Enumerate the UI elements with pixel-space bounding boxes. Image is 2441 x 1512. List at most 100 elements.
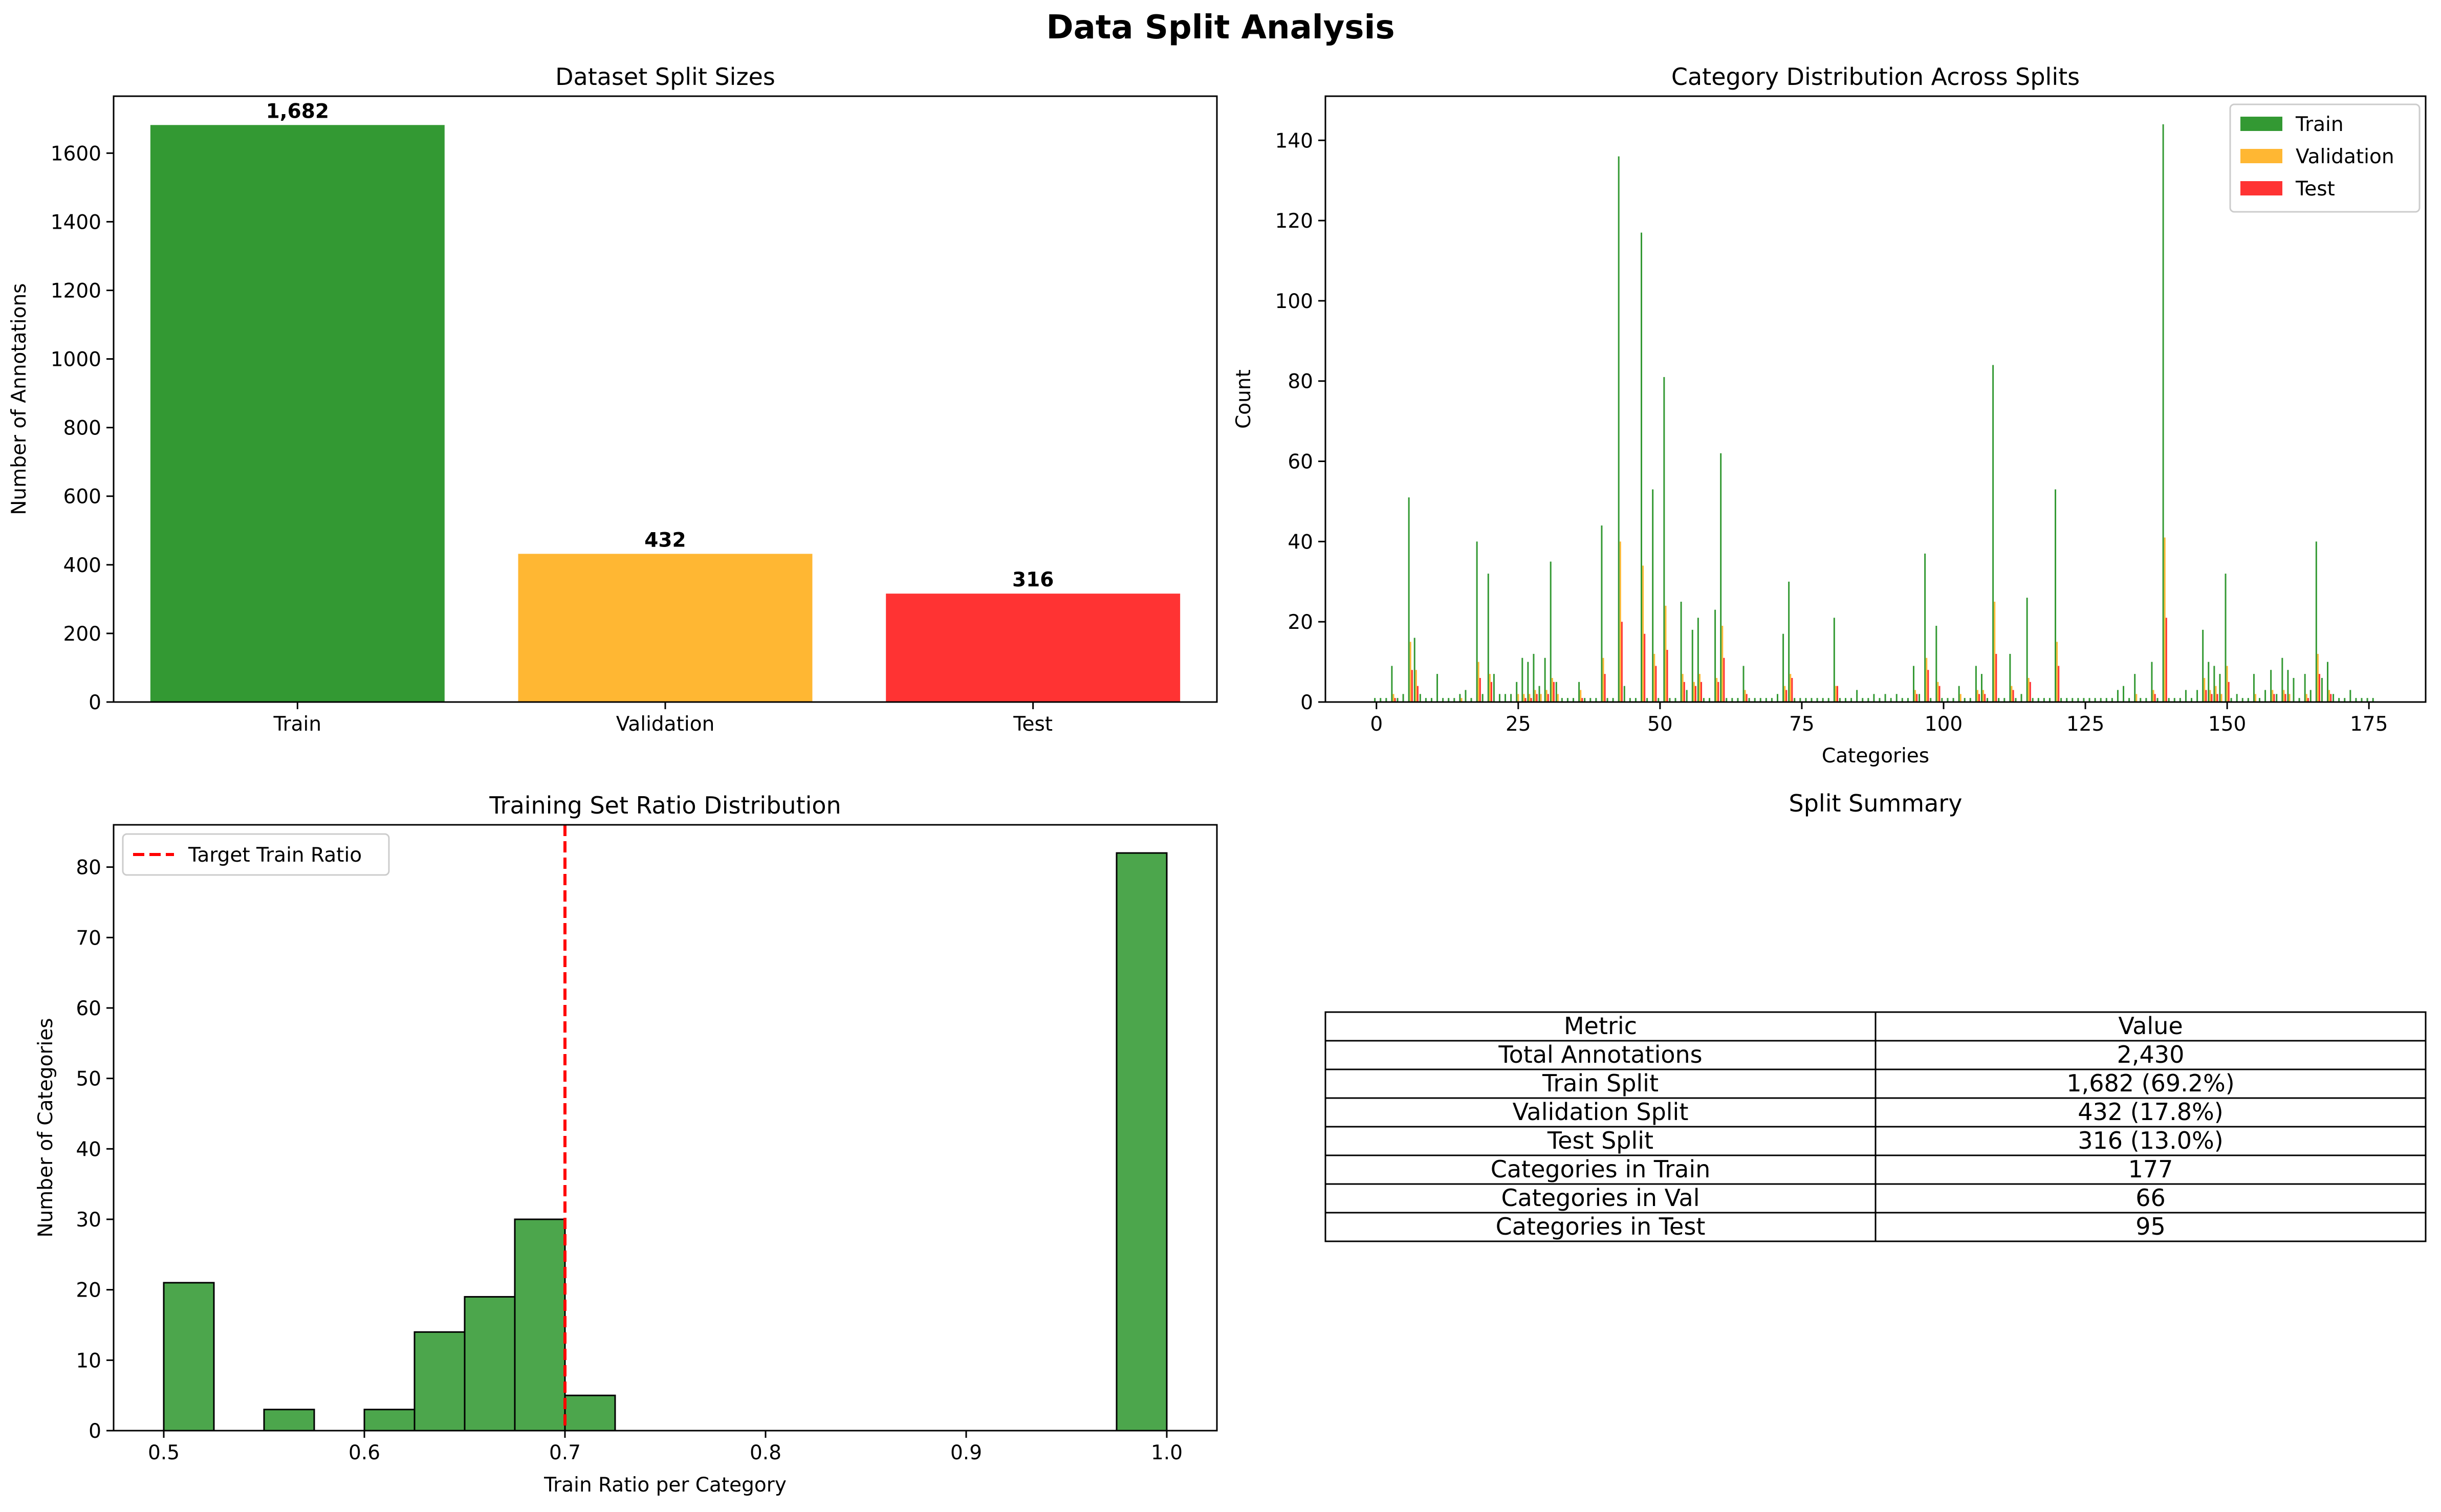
category-bar-train bbox=[1686, 690, 1688, 702]
category-bar-train bbox=[2123, 686, 2125, 702]
category-x-axis-label: Categories bbox=[1822, 744, 1929, 768]
category-y-tick-label: 80 bbox=[1288, 370, 1313, 393]
category-bar-train bbox=[1850, 698, 1852, 702]
category-bar-train bbox=[2151, 662, 2153, 702]
category-bar-train bbox=[2241, 698, 2243, 702]
split-y-tick-label: 400 bbox=[63, 554, 101, 577]
category-bar-train bbox=[1533, 653, 1535, 702]
category-bar-train bbox=[1391, 666, 1393, 702]
category-bar-validation bbox=[1835, 686, 1837, 702]
ratio-y-tick-label: 70 bbox=[76, 927, 101, 950]
category-bar-train bbox=[2140, 698, 2142, 702]
split-y-tick-label: 1000 bbox=[51, 348, 101, 371]
category-bar-train bbox=[1697, 618, 1699, 702]
summary-row-cell-border bbox=[1875, 1154, 2427, 1185]
category-bar-train bbox=[1703, 698, 1705, 702]
category-bar-train bbox=[1442, 698, 1444, 702]
category-bar-validation bbox=[1392, 694, 1394, 702]
category-bar-train bbox=[2128, 698, 2130, 702]
split-sizes-chart: 1,682 Train 432 Validation 316 Test 0 200 400 600… bbox=[8, 63, 1218, 736]
category-bar-train bbox=[2185, 690, 2187, 702]
category-bar-test bbox=[1411, 670, 1413, 702]
split-bar-value-label: 316 bbox=[1012, 568, 1054, 591]
category-legend-swatch-validation bbox=[2240, 149, 2282, 163]
category-x-tick-label: 175 bbox=[2350, 713, 2388, 736]
category-bar-test bbox=[2307, 698, 2309, 702]
category-bar-test bbox=[1416, 686, 1419, 702]
category-bar-test bbox=[1791, 677, 1793, 702]
category-bar-validation bbox=[1415, 670, 1417, 702]
category-x-tick-label: 25 bbox=[1506, 713, 1531, 736]
category-bar-validation bbox=[1523, 694, 1525, 702]
category-bar-train bbox=[2009, 653, 2011, 702]
category-bar-train bbox=[1481, 694, 1484, 702]
split-x-tick-label: Validation bbox=[616, 713, 715, 736]
category-bar-validation bbox=[1784, 686, 1786, 702]
category-bar-validation bbox=[1551, 677, 1553, 702]
ratio-x-tick-label: 0.9 bbox=[950, 1441, 982, 1464]
category-bar-train bbox=[1709, 698, 1711, 702]
category-bar-train bbox=[1919, 694, 1921, 702]
split-x-tick-label: Test bbox=[1013, 713, 1053, 736]
ratio-y-tick-label: 20 bbox=[76, 1279, 101, 1302]
category-bar-test bbox=[1621, 622, 1623, 702]
summary-row-metric: Total Annotations bbox=[1498, 1041, 1702, 1068]
category-y-tick-label: 60 bbox=[1288, 451, 1313, 474]
category-bar-train bbox=[1833, 618, 1835, 702]
category-bar-train bbox=[1839, 698, 1841, 702]
category-bar-test bbox=[1723, 658, 1725, 702]
ratio-histogram-bar bbox=[163, 1282, 215, 1432]
category-bar-train bbox=[2179, 698, 2181, 702]
category-bar-test bbox=[1683, 682, 1685, 702]
category-bar-validation bbox=[1545, 690, 1548, 702]
category-bar-train bbox=[1470, 698, 1472, 702]
category-bar-test bbox=[2330, 694, 2332, 702]
category-legend: Train Validation Test bbox=[2229, 103, 2421, 213]
category-bar-train bbox=[1680, 601, 1682, 702]
category-bar-validation bbox=[1790, 674, 1792, 702]
category-bar-train bbox=[2372, 698, 2374, 702]
ratio-axes-frame bbox=[113, 824, 1218, 1432]
split-bar-test bbox=[886, 594, 1181, 702]
ratio-y-tick-label: 60 bbox=[76, 997, 101, 1020]
category-bar-validation bbox=[1619, 541, 1621, 702]
category-bar-train bbox=[2026, 598, 2028, 702]
category-bar-train bbox=[2247, 698, 2249, 702]
category-axes-frame bbox=[1324, 95, 2427, 703]
category-legend-label: Test bbox=[2295, 178, 2335, 201]
split-axes-frame bbox=[113, 95, 1218, 703]
category-bar-validation bbox=[2255, 694, 2257, 702]
category-bar-validation bbox=[1534, 690, 1536, 702]
category-bar-train bbox=[2281, 658, 2283, 702]
split-y-tick-label: 600 bbox=[63, 486, 101, 509]
category-bar-train bbox=[1380, 698, 1382, 702]
category-y-axis-label: Count bbox=[1232, 369, 1255, 429]
category-bar-train bbox=[1714, 609, 1716, 702]
category-bar-validation bbox=[1409, 642, 1411, 702]
category-bar-train bbox=[2196, 690, 2198, 702]
category-bar-train bbox=[2315, 541, 2317, 702]
category-bar-validation bbox=[1580, 690, 1582, 702]
ratio-histogram-bar bbox=[464, 1296, 516, 1432]
category-bar-train bbox=[2168, 698, 2170, 702]
category-bar-train bbox=[1805, 698, 1807, 702]
category-bar-train bbox=[1895, 694, 1898, 702]
category-bar-validation bbox=[1665, 605, 1667, 702]
category-bar-train bbox=[2015, 698, 2017, 702]
category-bar-train bbox=[2264, 690, 2266, 702]
category-bar-train bbox=[1385, 698, 1387, 702]
summary-row-cell-border bbox=[1324, 1126, 1877, 1156]
category-bar-validation bbox=[1937, 682, 1939, 702]
category-bar-validation bbox=[2056, 642, 2058, 702]
category-bar-validation bbox=[1653, 653, 1655, 702]
category-bar-validation bbox=[2152, 690, 2154, 702]
category-bar-test bbox=[2165, 618, 2167, 702]
category-bar-train bbox=[1799, 698, 1801, 702]
category-bar-test bbox=[1694, 686, 1696, 702]
summary-row-cell-border bbox=[1875, 1097, 2427, 1128]
category-bar-train bbox=[1726, 698, 1728, 702]
category-bar-train bbox=[2202, 629, 2204, 702]
category-bar-train bbox=[1992, 365, 1994, 702]
category-bar-train bbox=[1788, 581, 1790, 702]
